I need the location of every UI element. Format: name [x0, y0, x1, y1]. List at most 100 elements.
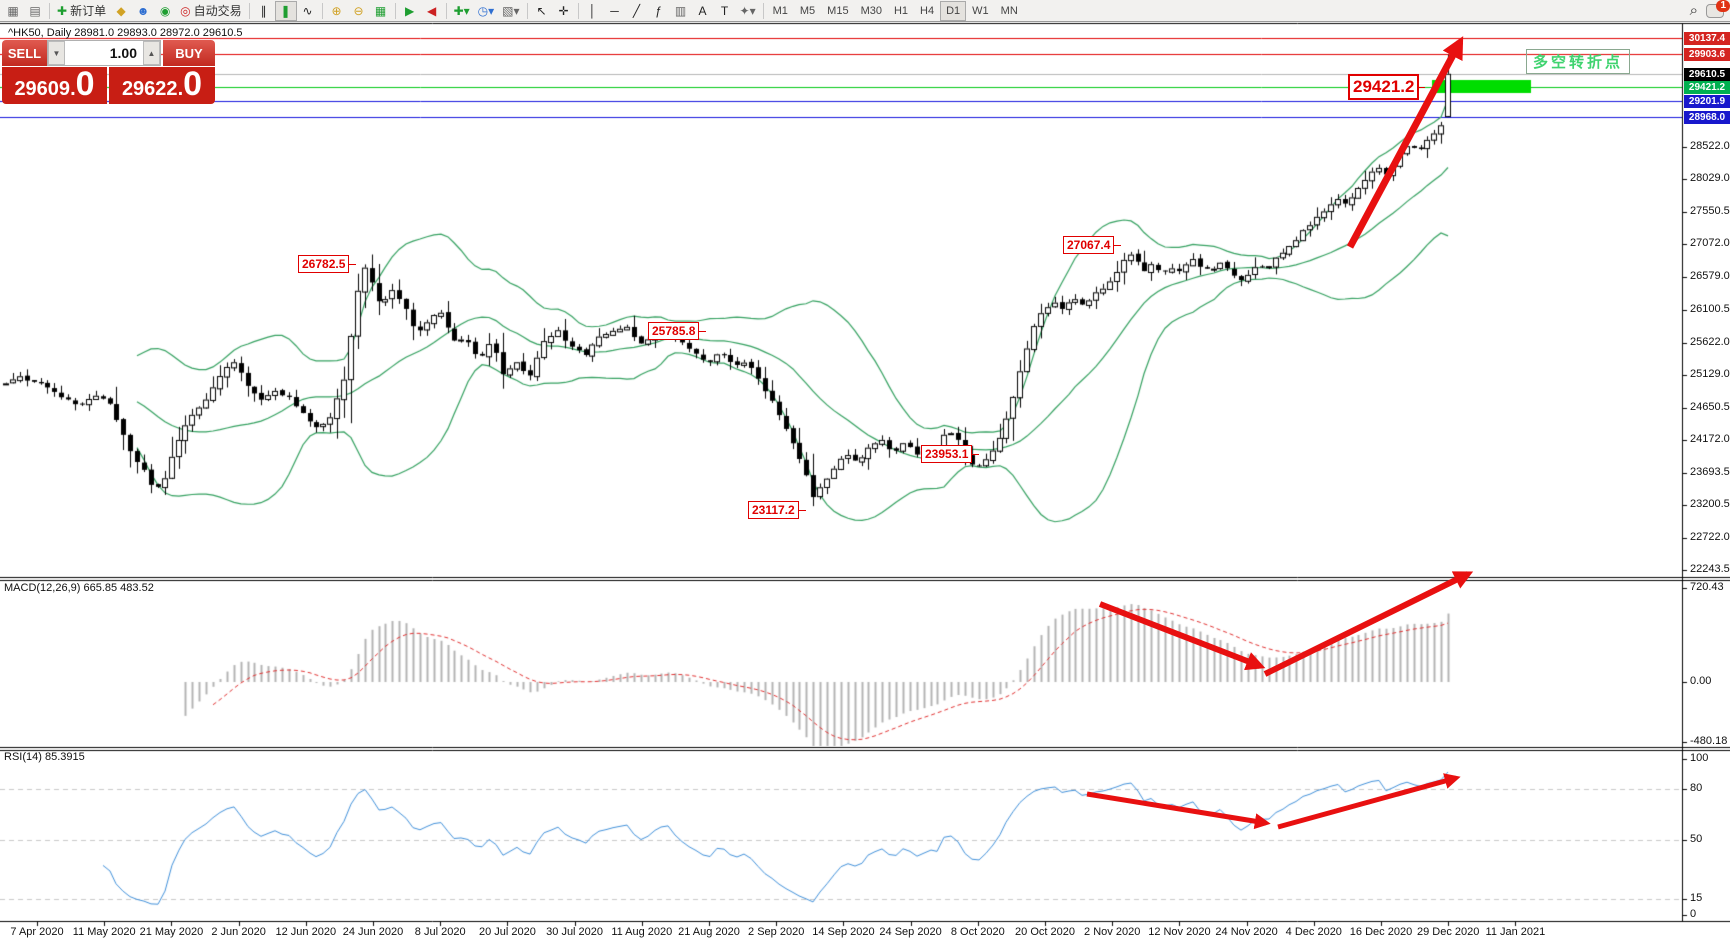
text-tool-glyph: A [698, 3, 707, 18]
sell-button[interactable]: SELL [2, 40, 47, 66]
periods-menu[interactable]: ◷▾ [474, 1, 499, 21]
sell-price-main: 29609 [14, 78, 71, 100]
autotrading-button[interactable]: ◎ 自动交易 [176, 1, 246, 21]
alerts-icon-glyph: ◆ [116, 3, 126, 18]
toolbar-separator [762, 2, 764, 19]
rsi-scale-tick: 50 [1690, 833, 1703, 845]
date-label: 24 Sep 2020 [879, 926, 942, 938]
crosshair-tool[interactable]: ✛ [553, 1, 575, 21]
zoom-out-icon[interactable]: ⊖ [348, 1, 370, 21]
rsi-scale-tick: 80 [1690, 782, 1703, 794]
trendline-tool-glyph: ╱ [632, 3, 641, 18]
date-label: 29 Dec 2020 [1416, 926, 1480, 938]
timeframe-m5[interactable]: M5 [799, 4, 816, 17]
buy-button[interactable]: BUY [163, 40, 215, 66]
price-annotation-23953.1[interactable]: 23953.1 [921, 445, 980, 464]
chat-icon[interactable]: 1 [1706, 0, 1730, 18]
alerts-icon[interactable]: ◆ [110, 1, 132, 21]
label-tool[interactable]: T [714, 1, 736, 21]
toolbar-right: ⌕ 1 [1689, 0, 1730, 19]
date-label: 24 Nov 2020 [1215, 926, 1278, 938]
timeframe-mn[interactable]: MN [1000, 4, 1018, 17]
date-label: 4 Dec 2020 [1285, 926, 1342, 938]
date-label: 2 Nov 2020 [1084, 926, 1141, 938]
chart-window-icon[interactable]: ▦ [2, 1, 24, 21]
vline-tool[interactable]: │ [582, 1, 604, 21]
date-label: 24 Jun 2020 [342, 926, 404, 938]
bar-chart-icon-glyph: ∥ [260, 3, 267, 18]
new-order-button[interactable]: ✚ 新订单 [53, 1, 110, 21]
volume-increment-button[interactable]: ▲ [143, 41, 160, 65]
data-window-icon[interactable]: ▤ [24, 1, 46, 21]
cursor-tool[interactable]: ↖ [531, 1, 553, 21]
price-scale-tick: 25622.0 [1690, 336, 1730, 348]
hline-tool[interactable]: ─ [604, 1, 626, 21]
line-chart-icon[interactable]: ∿ [297, 1, 319, 21]
date-label: 7 Apr 2020 [10, 926, 64, 938]
date-label: 8 Oct 2020 [950, 926, 1005, 938]
zoom-in-icon[interactable]: ⊕ [326, 1, 348, 21]
date-label: 30 Jul 2020 [546, 926, 604, 938]
price-tag-29201.9: 29201.9 [1684, 95, 1730, 109]
price-scale-tick: 28522.0 [1690, 140, 1730, 152]
fibonacci-tool-glyph: ƒ [655, 3, 662, 18]
rsi-scale-tick: 0 [1690, 908, 1697, 920]
chart-title: ^HK50, Daily 28981.0 29893.0 28972.0 296… [8, 27, 243, 39]
price-annotation-29421.2[interactable]: 29421.2 [1348, 73, 1426, 100]
turning-point-note[interactable]: 多空转折点 [1526, 49, 1631, 74]
timeframe-d1[interactable]: D1 [940, 0, 967, 21]
crosshair-tool-glyph: ✛ [558, 3, 569, 18]
timeframe-m1[interactable]: M1 [772, 4, 788, 17]
bar-chart-icon[interactable]: ∥ [253, 1, 275, 21]
toolbar-separator [577, 2, 579, 19]
sell-price[interactable]: 29609. 0 [2, 67, 107, 104]
hline-tool-glyph: ─ [610, 3, 619, 18]
tile-windows-icon-glyph: ▦ [374, 3, 387, 18]
candlestick-chart-icon[interactable]: ❚ [274, 0, 297, 21]
date-label: 20 Jul 2020 [478, 926, 536, 938]
timeframe-m30[interactable]: M30 [860, 4, 882, 17]
templates-menu-glyph: ▧▾ [502, 3, 520, 18]
price-annotation-27067.4[interactable]: 27067.4 [1063, 235, 1122, 254]
templates-menu[interactable]: ▧▾ [498, 1, 523, 21]
timeframe-m15[interactable]: M15 [827, 4, 849, 17]
price-scale-tick: 27550.5 [1690, 205, 1730, 217]
chart-shift-icon[interactable]: ◀ [421, 1, 443, 21]
price-scale-tick: 27072.0 [1690, 237, 1730, 249]
news-radar-icon[interactable]: ◉ [154, 1, 176, 21]
search-icon[interactable]: ⌕ [1689, 2, 1698, 19]
volume-decrement-button[interactable]: ▼ [48, 41, 65, 65]
shapes-menu[interactable]: ✦▾ [736, 1, 760, 21]
shapes-menu-glyph: ✦▾ [739, 3, 756, 18]
trendline-tool[interactable]: ╱ [626, 1, 648, 21]
date-label: 2 Jun 2020 [211, 926, 266, 938]
channel-tool[interactable]: ▥ [670, 1, 692, 21]
timeframe-w1[interactable]: W1 [972, 4, 989, 17]
date-label: 20 Oct 2020 [1015, 926, 1075, 938]
mql-community-icon[interactable]: ☻ [132, 1, 154, 21]
news-radar-icon-glyph: ◉ [159, 3, 171, 18]
indicators-menu[interactable]: ✚▾ [450, 1, 474, 21]
fibonacci-tool[interactable]: ƒ [648, 1, 670, 21]
price-annotation-25785.8[interactable]: 25785.8 [648, 321, 707, 340]
volume-input[interactable] [65, 41, 143, 65]
text-tool[interactable]: A [692, 1, 714, 21]
date-label: 8 Jul 2020 [414, 926, 466, 938]
line-chart-icon-glyph: ∿ [302, 3, 313, 18]
price-scale-tick: 26100.5 [1690, 303, 1730, 315]
candlestick-chart-icon-glyph: ❚ [280, 3, 291, 18]
tile-windows-icon[interactable]: ▦ [370, 1, 392, 21]
timeframe-h4[interactable]: H4 [920, 4, 935, 17]
timeframe-h1[interactable]: H1 [893, 4, 909, 17]
price-scale-tick: 22243.5 [1690, 563, 1730, 575]
autotrading-button-glyph: ◎ [180, 3, 191, 18]
macd-scale-tick: 720.43 [1690, 581, 1724, 593]
macd-scale-tick: 0.00 [1690, 675, 1712, 687]
price-annotation-26782.5[interactable]: 26782.5 [298, 254, 357, 273]
price-tag-28968.0: 28968.0 [1684, 110, 1730, 124]
price-annotation-23117.2[interactable]: 23117.2 [748, 501, 806, 520]
buy-price[interactable]: 29622. 0 [109, 67, 215, 104]
auto-scroll-icon[interactable]: ▶ [399, 1, 421, 21]
annotation-connector [348, 263, 357, 265]
